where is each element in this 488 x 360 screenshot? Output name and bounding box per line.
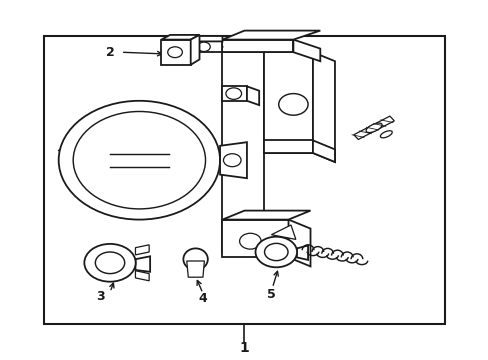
Polygon shape [161,40,190,65]
Text: 4: 4 [198,292,207,305]
Polygon shape [293,40,320,61]
Polygon shape [185,41,222,52]
Polygon shape [185,36,222,41]
Polygon shape [135,271,149,281]
Ellipse shape [183,248,207,270]
Polygon shape [222,211,310,220]
Bar [44,36,444,324]
Polygon shape [222,40,293,52]
Polygon shape [220,142,246,178]
Polygon shape [353,116,393,139]
Ellipse shape [264,243,287,261]
Ellipse shape [84,244,136,282]
Circle shape [167,47,182,58]
Polygon shape [135,256,150,272]
Ellipse shape [366,123,381,132]
Text: 3: 3 [96,291,104,303]
Text: 2: 2 [106,46,115,59]
Polygon shape [186,261,204,277]
Polygon shape [190,35,199,65]
Text: 1: 1 [239,342,249,355]
Ellipse shape [95,252,124,274]
Polygon shape [264,140,312,153]
Polygon shape [271,225,295,239]
Polygon shape [312,140,334,162]
Ellipse shape [380,131,391,138]
Circle shape [223,154,241,167]
Polygon shape [246,86,259,105]
Text: 5: 5 [266,288,275,301]
Polygon shape [264,52,312,153]
Polygon shape [222,220,288,257]
Polygon shape [161,35,199,40]
Circle shape [197,42,210,51]
Circle shape [239,233,261,249]
Polygon shape [312,52,334,162]
Polygon shape [135,245,149,255]
Circle shape [73,112,205,209]
Ellipse shape [255,237,297,267]
Circle shape [59,101,220,220]
Polygon shape [288,220,310,266]
Polygon shape [296,246,307,260]
Polygon shape [222,31,320,40]
Polygon shape [222,86,246,101]
Polygon shape [222,52,264,252]
Circle shape [225,88,241,99]
Circle shape [278,94,307,115]
